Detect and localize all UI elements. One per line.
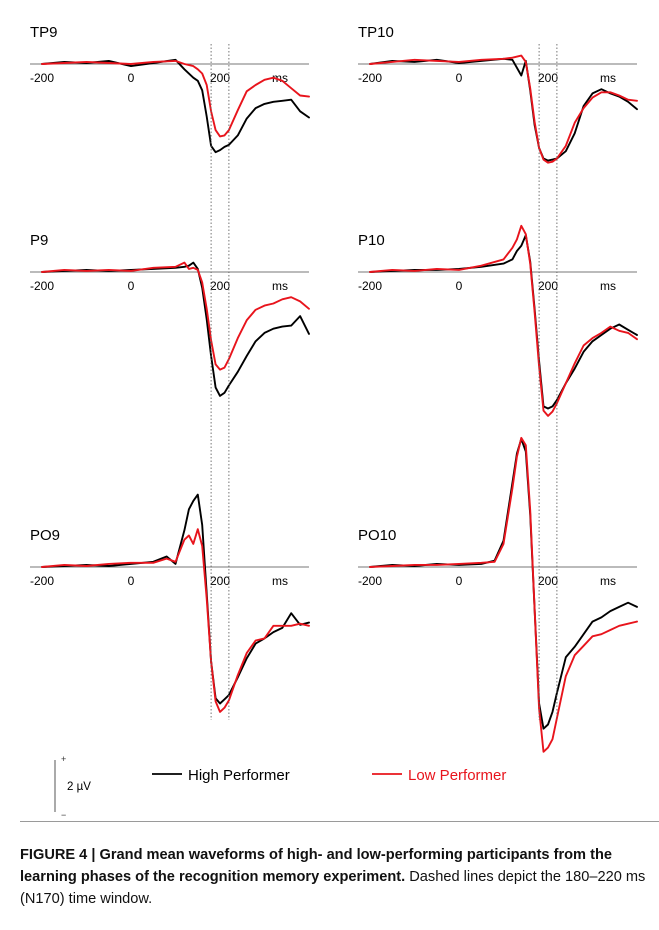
figure-caption-text: Dashed lines depict the 180–220 ms (N170…: [20, 869, 646, 907]
x-unit-label: ms: [600, 574, 616, 588]
x-tick-label: 200: [210, 574, 230, 588]
scale-bar-label: 2 µV: [67, 781, 91, 793]
series-line-high-performer: [41, 58, 310, 154]
x-tick-label: -200: [358, 574, 382, 588]
series-line-low-performer: [41, 59, 310, 138]
series-line-low-performer: [369, 224, 638, 417]
panel-label: TP9: [30, 24, 58, 41]
x-tick-label: 0: [128, 279, 135, 293]
panel-label: P9: [30, 232, 48, 249]
figure-title: Grand mean waveforms of high- and low-pe…: [20, 847, 612, 885]
x-unit-label: ms: [272, 279, 288, 293]
panel-label: PO9: [30, 527, 60, 544]
series-line-low-performer: [369, 54, 638, 164]
figure-caption: FIGURE 4 | Grand mean waveforms of high-…: [20, 844, 656, 910]
panel-p10: P10 -200 0 200 ms: [358, 224, 638, 417]
x-tick-label: -200: [358, 71, 382, 85]
x-unit-label: ms: [600, 279, 616, 293]
x-unit-label: ms: [272, 574, 288, 588]
legend: + − 2 µV High Performer Low Performer: [54, 754, 506, 820]
x-tick-label: 200: [538, 71, 558, 85]
series-line-high-performer: [369, 234, 638, 410]
x-tick-label: 200: [538, 279, 558, 293]
panel-tp9: TP9-200 0 200 ms: [30, 24, 310, 154]
panel-tp10: TP10 -200 0 200 ms: [358, 24, 638, 164]
x-tick-label: -200: [30, 279, 54, 293]
x-tick-label: 0: [456, 279, 463, 293]
panel-p9: P9 -200 0 200 ms: [30, 232, 310, 397]
panel-po10: PO10 -200 0 200 ms: [358, 436, 638, 753]
x-tick-label: 0: [128, 71, 135, 85]
series-line-low-performer: [41, 528, 310, 713]
legend-label-low-performer: Low Performer: [408, 767, 506, 784]
legend-label-high-performer: High Performer: [188, 767, 290, 784]
x-unit-label: ms: [600, 71, 616, 85]
caption-divider: [20, 821, 659, 822]
series-line-high-performer: [41, 261, 310, 397]
series-line-high-performer: [369, 57, 638, 162]
scale-bar-minus: −: [61, 810, 66, 820]
panel-label: TP10: [358, 24, 394, 41]
x-tick-label: 200: [538, 574, 558, 588]
x-tick-label: 200: [210, 279, 230, 293]
x-tick-label: 200: [210, 71, 230, 85]
scale-bar-plus: +: [61, 754, 66, 764]
panel-po9: PO9 -200 0 200 ms: [30, 493, 310, 713]
series-line-low-performer: [369, 436, 638, 753]
x-tick-label: -200: [30, 574, 54, 588]
panel-label: PO10: [358, 527, 396, 544]
x-tick-label: -200: [30, 71, 54, 85]
series-line-high-performer: [41, 493, 310, 705]
panel-label: P10: [358, 232, 385, 249]
x-tick-label: -200: [358, 279, 382, 293]
x-tick-label: 0: [128, 574, 135, 588]
x-tick-label: 0: [456, 71, 463, 85]
x-tick-label: 0: [456, 574, 463, 588]
series-line-low-performer: [41, 261, 310, 371]
series-line-high-performer: [369, 437, 638, 730]
figure-label: FIGURE 4 |: [20, 847, 96, 863]
